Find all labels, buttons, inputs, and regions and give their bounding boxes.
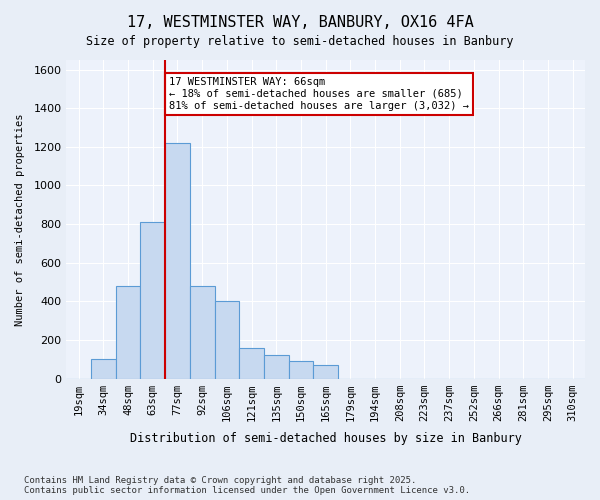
Bar bbox=[289, 361, 313, 378]
Bar bbox=[116, 286, 140, 378]
X-axis label: Distribution of semi-detached houses by size in Banbury: Distribution of semi-detached houses by … bbox=[130, 432, 521, 445]
Bar bbox=[313, 365, 338, 378]
Bar bbox=[140, 222, 165, 378]
Text: 17 WESTMINSTER WAY: 66sqm
← 18% of semi-detached houses are smaller (685)
81% of: 17 WESTMINSTER WAY: 66sqm ← 18% of semi-… bbox=[169, 78, 469, 110]
Bar bbox=[264, 356, 289, 378]
Bar bbox=[190, 286, 215, 378]
Text: 17, WESTMINSTER WAY, BANBURY, OX16 4FA: 17, WESTMINSTER WAY, BANBURY, OX16 4FA bbox=[127, 15, 473, 30]
Bar bbox=[165, 143, 190, 378]
Text: Contains HM Land Registry data © Crown copyright and database right 2025.
Contai: Contains HM Land Registry data © Crown c… bbox=[24, 476, 470, 495]
Bar bbox=[215, 302, 239, 378]
Text: Size of property relative to semi-detached houses in Banbury: Size of property relative to semi-detach… bbox=[86, 35, 514, 48]
Bar bbox=[91, 359, 116, 378]
Y-axis label: Number of semi-detached properties: Number of semi-detached properties bbox=[15, 113, 25, 326]
Bar bbox=[239, 348, 264, 378]
